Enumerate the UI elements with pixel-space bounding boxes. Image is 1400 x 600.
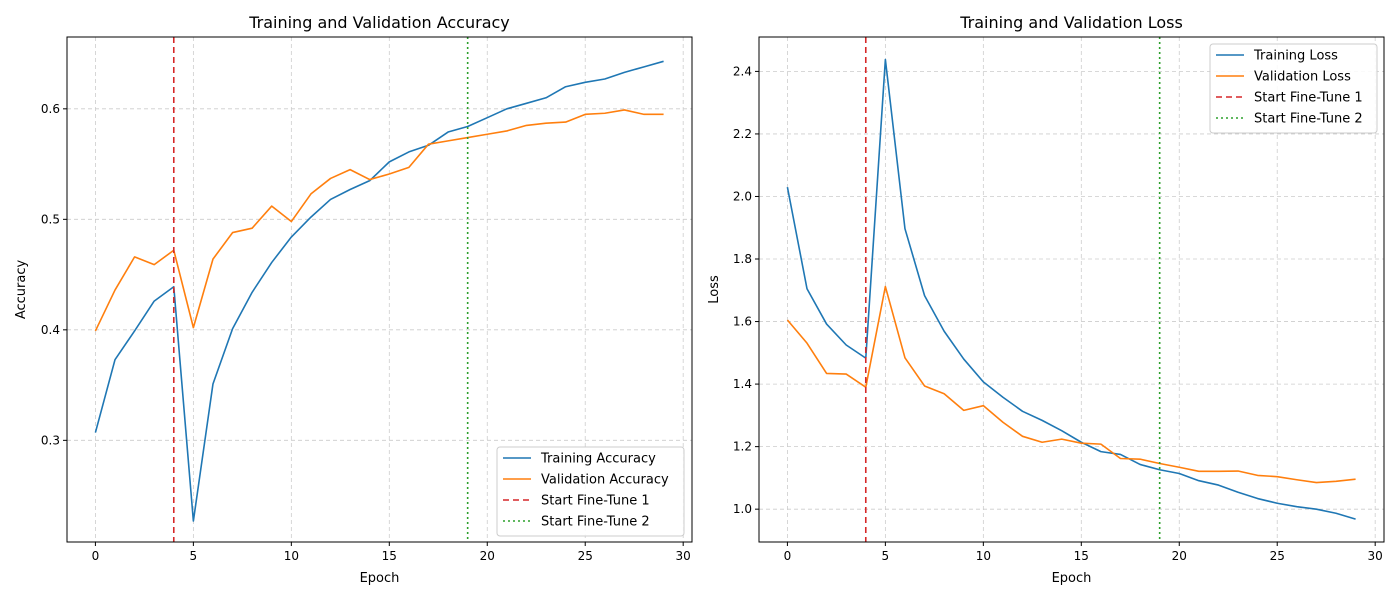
chart-1-xtick-label: 20	[480, 549, 495, 563]
chart-2-ytick-label: 2.2	[733, 127, 752, 141]
chart-1-title: Training and Validation Accuracy	[248, 13, 510, 32]
chart-1-ytick-label: 0.6	[41, 102, 60, 116]
chart-2-legend-label-2: Validation Loss	[1254, 70, 1351, 85]
chart-1-axes-frame	[66, 36, 693, 543]
chart-2-xtick-label: 0	[784, 549, 792, 563]
chart-1-series-1-line	[94, 60, 664, 522]
chart-2-xtick-label: 30	[1368, 549, 1383, 563]
chart-1-legend-label-2: Validation Accuracy	[541, 473, 669, 488]
chart-1-legend: Training Accuracy Validation Accuracy Star…	[496, 446, 685, 537]
chart-2-series-2-line	[786, 285, 1356, 484]
chart-2-legend-label-1: Training Loss	[1253, 49, 1338, 64]
chart-1-xtick-label: 25	[578, 549, 593, 563]
chart-1: 0 5 10 15 20 25 30 0.3 0.4 0.5 0.6 Training and Val…	[14, 13, 693, 586]
chart-2-legend-box	[1209, 43, 1378, 134]
chart-2-ytick-label: 1.0	[733, 502, 752, 516]
chart-2-series-1-line	[786, 58, 1356, 520]
chart-1-xtick-label: 10	[284, 549, 299, 563]
chart-1-xtick-label: 15	[382, 549, 397, 563]
chart-2-xtick-label: 10	[976, 549, 991, 563]
chart-1-legend-label-4: Start Fine-Tune 2	[541, 515, 650, 530]
chart-1-ytick-label: 0.4	[41, 323, 60, 337]
chart-2-legend: Training Loss Validation Loss Start Fine-T…	[1209, 43, 1378, 134]
chart-2-ytick-label: 2.4	[733, 64, 752, 78]
chart-1-legend-label-1: Training Accuracy	[540, 452, 656, 467]
chart-2-legend-label-4: Start Fine-Tune 2	[1254, 112, 1363, 127]
chart-1-legend-box	[496, 446, 685, 537]
chart-1-xlabel: Epoch	[360, 571, 400, 586]
chart-2-xtick-label: 15	[1074, 549, 1089, 563]
chart-2-ytick-label: 1.6	[733, 315, 752, 329]
chart-2-ytick-label: 1.2	[733, 440, 752, 454]
chart-1-ytick-label: 0.5	[41, 212, 60, 226]
chart-2-xtick-label: 20	[1172, 549, 1187, 563]
chart-1-xtick-label: 30	[676, 549, 691, 563]
chart-2-ytick-label: 2.0	[733, 189, 752, 203]
chart-2-ytick-label: 1.8	[733, 252, 752, 266]
chart-1-xtick-label: 0	[92, 549, 100, 563]
chart-2-axes-frame	[758, 36, 1385, 543]
chart-2-title: Training and Validation Loss	[959, 13, 1183, 32]
chart-1-data	[94, 37, 664, 542]
chart-1-ylabel: Accuracy	[14, 260, 29, 320]
chart-2-xtick-label: 5	[882, 549, 890, 563]
chart-2-xtick-label: 25	[1270, 549, 1285, 563]
chart-1-xtick-label: 5	[190, 549, 198, 563]
chart-1-ytick-label: 0.3	[41, 433, 60, 447]
chart-1-legend-label-3: Start Fine-Tune 1	[541, 494, 650, 509]
chart-2-legend-label-3: Start Fine-Tune 1	[1254, 91, 1363, 106]
chart-2: 0 5 10 15 20 25 30 1.0 1.2 1.4 1.6 1.8 2.0 2.2 2.4 Trai…	[707, 13, 1385, 586]
chart-2-xlabel: Epoch	[1052, 571, 1092, 586]
chart-1-series-2-line	[94, 109, 664, 332]
chart-2-ytick-label: 1.4	[733, 377, 752, 391]
chart-2-ylabel: Loss	[707, 275, 722, 304]
chart-2-data	[786, 37, 1356, 542]
